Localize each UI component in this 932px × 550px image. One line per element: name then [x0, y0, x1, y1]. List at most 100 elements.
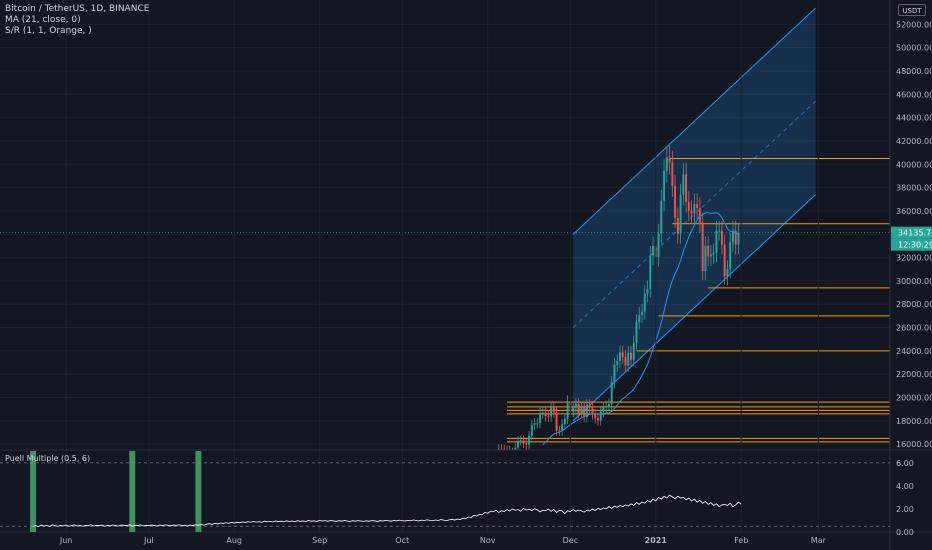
candle-body	[509, 450, 511, 452]
candle-body	[525, 443, 528, 445]
candle-body	[635, 321, 638, 343]
candle-body	[709, 254, 712, 257]
candle-body	[541, 412, 544, 414]
legend-sr[interactable]: S/R (1, 1, Orange, )	[5, 26, 92, 36]
candle-body	[550, 407, 553, 417]
price-tick-label: 46000.00	[896, 90, 932, 99]
candle-body	[547, 415, 550, 417]
legend-ma[interactable]: MA (21, close, 0)	[5, 15, 81, 25]
candle-body	[704, 245, 707, 271]
price-pane	[0, 7, 890, 472]
candle-body	[607, 404, 610, 407]
candle-body	[621, 352, 624, 357]
candle-body	[676, 217, 679, 234]
candle-body	[660, 200, 663, 234]
candle-body	[687, 201, 690, 211]
price-tick-label: 36000.00	[896, 207, 932, 216]
candle-body	[718, 230, 721, 232]
candle-body	[610, 382, 613, 405]
candle-body	[544, 412, 547, 416]
candle-body	[726, 269, 729, 277]
candle-body	[690, 210, 693, 214]
candle-body	[674, 185, 677, 218]
candle-body	[561, 424, 564, 431]
currency-badge[interactable]: USDT	[898, 4, 926, 16]
price-tick-label: 16000.00	[896, 440, 932, 449]
indicator-legend[interactable]: Puell Multiple (0.5, 6)	[5, 454, 91, 463]
candle-body	[652, 245, 654, 256]
indicator-tick-label: 6.00	[896, 459, 914, 468]
candle-body	[679, 194, 682, 234]
candle-body	[731, 230, 734, 243]
candle-body	[737, 232, 740, 245]
candle-body	[585, 404, 588, 418]
time-tick-label: 2021	[645, 536, 668, 545]
price-tick-label: 20000.00	[896, 394, 932, 403]
indicator-highlight-bar	[129, 451, 136, 532]
candle-body	[657, 233, 660, 258]
price-tick-label: 24000.00	[896, 347, 932, 356]
candle-body	[530, 424, 533, 436]
candle-body	[517, 440, 519, 448]
candle-body	[715, 230, 718, 253]
candle-body	[624, 356, 627, 366]
moving-average-line	[542, 212, 739, 445]
candle-body	[563, 418, 566, 425]
price-tick-label: 38000.00	[896, 184, 932, 193]
candle-body	[663, 170, 666, 201]
candle-body	[596, 418, 599, 421]
candle-body	[729, 242, 732, 270]
candle-body	[712, 252, 715, 255]
countdown-badge	[891, 238, 932, 251]
price-tick-label: 40000.00	[896, 160, 932, 169]
time-tick-label: Nov	[480, 536, 496, 545]
indicator-highlight-bar	[195, 451, 202, 532]
candle-body	[720, 230, 723, 245]
candle-body	[616, 361, 619, 365]
candle-body	[594, 414, 597, 419]
candle-body	[588, 404, 591, 408]
candle-body	[495, 466, 497, 467]
time-tick-label: Feb	[734, 536, 748, 545]
price-tick-label: 32000.00	[896, 254, 932, 263]
candle-body	[649, 255, 652, 290]
time-tick-label: Mar	[811, 536, 827, 545]
candle-body	[572, 406, 575, 412]
candle-body	[632, 342, 635, 360]
candle-body	[696, 203, 699, 209]
time-tick-label: Sep	[312, 536, 327, 545]
last-price-label: 34135.74	[898, 229, 932, 238]
candle-body	[574, 404, 577, 407]
time-tick-label: Aug	[226, 536, 242, 545]
last-price-badge	[891, 226, 932, 239]
price-tick-label: 48000.00	[896, 67, 932, 76]
candle-body	[671, 162, 674, 186]
indicator-highlight-bar	[30, 451, 37, 532]
candle-body	[668, 157, 671, 163]
candle-body	[599, 411, 602, 421]
indicator-tick-label: 2.00	[896, 505, 914, 514]
candle-body	[580, 407, 583, 414]
candle-body	[577, 404, 580, 414]
candle-body	[627, 352, 630, 366]
candle-body	[641, 311, 643, 315]
candle-body	[512, 452, 514, 453]
candle-body	[490, 470, 492, 472]
candle-body	[602, 407, 605, 412]
candle-body	[497, 448, 500, 450]
time-tick-label: Jul	[143, 536, 154, 545]
price-tick-label: 18000.00	[896, 417, 932, 426]
candle-body	[619, 352, 621, 362]
candle-body	[514, 447, 517, 450]
candle-body	[558, 430, 561, 432]
legend-symbol[interactable]: Bitcoin / TetherUS, 1D, BINANCE	[5, 4, 150, 14]
candle-body	[693, 203, 696, 214]
price-tick-label: 52000.00	[896, 20, 932, 29]
time-tick-label: Jun	[59, 536, 73, 545]
price-tick-label: 50000.00	[896, 44, 932, 53]
price-tick-label: 42000.00	[896, 137, 932, 146]
channel-upper-line	[572, 7, 816, 235]
candle-body	[698, 208, 701, 223]
